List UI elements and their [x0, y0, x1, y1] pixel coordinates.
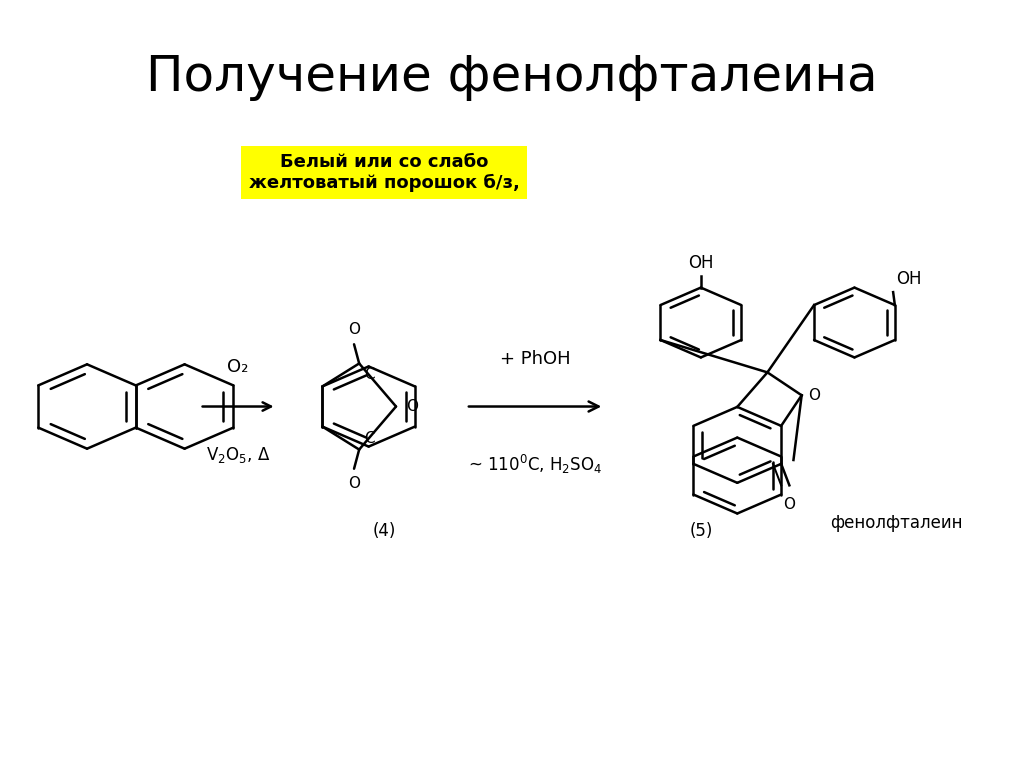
Text: O: O: [783, 497, 796, 512]
Text: OH: OH: [688, 254, 714, 272]
Text: Белый или со слабо
желтоватый порошок б/з,: Белый или со слабо желтоватый порошок б/…: [249, 153, 519, 192]
Text: O: O: [407, 399, 418, 414]
Text: (5): (5): [690, 522, 713, 539]
Text: C: C: [365, 430, 375, 446]
Text: O₂: O₂: [227, 358, 249, 376]
Text: O: O: [348, 476, 360, 492]
Text: V$_2$O$_5$, $\Delta$: V$_2$O$_5$, $\Delta$: [206, 445, 270, 465]
Text: + PhOH: + PhOH: [500, 351, 570, 368]
Text: ~ 110$^0$C, H$_2$SO$_4$: ~ 110$^0$C, H$_2$SO$_4$: [468, 453, 602, 476]
Text: Получение фенолфталеина: Получение фенолфталеина: [146, 53, 878, 100]
Text: фенолфталеин: фенолфталеин: [829, 514, 963, 532]
Text: OH: OH: [896, 270, 922, 288]
Text: O: O: [808, 388, 820, 403]
Text: O: O: [348, 321, 360, 337]
Text: C: C: [365, 367, 375, 383]
Text: (4): (4): [373, 522, 395, 539]
